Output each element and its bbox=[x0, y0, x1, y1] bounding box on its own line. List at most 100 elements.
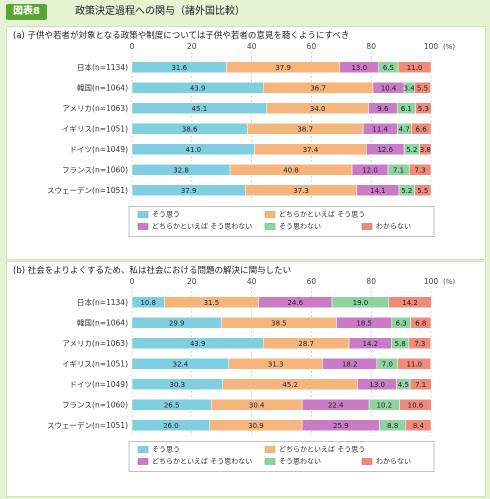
x-tick-label-a: 20 bbox=[187, 42, 197, 51]
x-axis-unit-b: (%) bbox=[443, 278, 455, 286]
data-label-a: 3.8 bbox=[420, 146, 431, 154]
x-tick-label-b: 40 bbox=[247, 277, 257, 286]
data-label-b: 22.4 bbox=[328, 401, 344, 409]
data-label-b: 30.4 bbox=[249, 401, 265, 409]
data-label-b: 7.3 bbox=[414, 340, 425, 348]
data-label-b: 6.8 bbox=[415, 319, 426, 327]
bar-segment-a bbox=[414, 82, 431, 94]
data-label-a: 7.1 bbox=[393, 166, 404, 174]
data-label-a: 38.6 bbox=[182, 125, 198, 133]
x-tick-label-b: 20 bbox=[187, 277, 197, 286]
data-label-a: 11.0 bbox=[407, 64, 423, 72]
data-label-a: 12.0 bbox=[362, 166, 378, 174]
data-label-b: 25.9 bbox=[333, 422, 349, 430]
x-tick-label-a: 0 bbox=[130, 42, 135, 51]
data-label-a: 5.5 bbox=[417, 84, 428, 92]
category-label-a: 韓国(n=1064) bbox=[77, 83, 128, 93]
category-label-b: フランス(n=1060) bbox=[62, 401, 128, 410]
data-label-b: 13.0 bbox=[369, 381, 385, 389]
data-label-b: 8.4 bbox=[413, 422, 425, 430]
data-label-a: 7.3 bbox=[415, 166, 426, 174]
legend-label-b: そう思う bbox=[152, 446, 180, 454]
legend-swatch-b bbox=[264, 458, 276, 465]
category-label-b: スウェーデン(n=1051) bbox=[47, 420, 128, 430]
data-label-a: 37.9 bbox=[275, 64, 291, 72]
data-label-b: 30.3 bbox=[170, 381, 186, 389]
legend-swatch-a bbox=[264, 223, 276, 230]
data-label-a: 5.2 bbox=[401, 187, 412, 195]
data-label-b: 18.2 bbox=[342, 360, 358, 368]
category-label-b: 韓国(n=1064) bbox=[77, 318, 128, 328]
data-label-b: 45.2 bbox=[282, 381, 298, 389]
data-label-b: 28.7 bbox=[298, 340, 314, 348]
data-label-a: 37.9 bbox=[181, 187, 197, 195]
legend-swatch-a bbox=[264, 211, 276, 218]
category-label-a: フランス(n=1060) bbox=[62, 166, 128, 175]
data-label-a: 37.4 bbox=[303, 146, 319, 154]
data-label-b: 31.5 bbox=[204, 299, 220, 307]
data-label-a: 43.9 bbox=[190, 84, 206, 92]
bar-segment-b bbox=[408, 337, 431, 349]
x-tick-label-a: 80 bbox=[366, 42, 376, 51]
chart-title-b: (b) 社会をよりよくするため、私は社会における問題の解決に関与したい bbox=[13, 266, 292, 276]
data-label-a: 3.4 bbox=[404, 84, 416, 92]
data-label-a: 13.0 bbox=[351, 64, 367, 72]
data-label-b: 30.9 bbox=[248, 422, 264, 430]
data-label-a: 6.5 bbox=[383, 64, 394, 72]
x-tick-label-a: 60 bbox=[307, 42, 317, 51]
legend-swatch-a bbox=[137, 211, 149, 218]
chart-title-a: (a) 子供や若者が対象となる政策や制度については子供や若者の意見を聴くようにす… bbox=[13, 31, 350, 41]
category-label-a: 日本(n=1134) bbox=[77, 62, 128, 72]
legend-swatch-a bbox=[361, 223, 373, 230]
legend-label-a: そう思う bbox=[152, 211, 180, 219]
data-label-a: 10.4 bbox=[381, 84, 397, 92]
data-label-b: 32.4 bbox=[173, 360, 189, 368]
data-label-a: 36.7 bbox=[310, 84, 326, 92]
legend-label-a: どちらかといえば そう思う bbox=[279, 210, 365, 219]
x-tick-label-a: 40 bbox=[247, 42, 257, 51]
data-label-a: 6.6 bbox=[416, 125, 428, 133]
category-label-b: イギリス(n=1051) bbox=[62, 360, 128, 369]
x-tick-label-b: 80 bbox=[366, 277, 376, 286]
data-label-a: 5.3 bbox=[418, 105, 429, 113]
category-label-a: スウェーデン(n=1051) bbox=[47, 185, 128, 195]
data-label-b: 26.5 bbox=[164, 401, 180, 409]
data-label-b: 29.9 bbox=[169, 319, 185, 327]
stacked-bar-chart-a: 0 20 40 60 80 100 (%) 日本(n=1134) 31.6 37.9 13.0 6.5… bbox=[47, 42, 455, 237]
data-label-b: 4.5 bbox=[398, 381, 409, 389]
legend-box-a bbox=[128, 206, 435, 237]
data-label-a: 4.7 bbox=[399, 125, 410, 133]
legend-swatch-b bbox=[137, 458, 149, 465]
bar-segment-a bbox=[419, 143, 432, 155]
chart-panel-a: (a) 子供や若者が対象となる政策や制度については子供や若者の意見を聴くようにす… bbox=[6, 26, 486, 260]
legend-label-a: どちらかといえば そう思わない bbox=[152, 222, 252, 231]
data-label-a: 14.1 bbox=[370, 187, 386, 195]
data-label-b: 14.2 bbox=[363, 340, 379, 348]
bar-segment-a bbox=[411, 123, 432, 135]
data-label-b: 7.0 bbox=[382, 360, 393, 368]
figure-title: 政策決定過程への関与（諸外国比較） bbox=[75, 6, 245, 17]
category-label-a: イギリス(n=1051) bbox=[62, 125, 128, 134]
data-label-a: 12.6 bbox=[377, 146, 393, 154]
category-label-b: アメリカ(n=1063) bbox=[62, 339, 128, 348]
data-label-b: 8.8 bbox=[387, 422, 398, 430]
x-tick-label-a: 100 bbox=[424, 42, 439, 51]
data-label-a: 34.0 bbox=[310, 105, 326, 113]
category-label-b: 日本(n=1134) bbox=[77, 297, 128, 307]
data-label-a: 5.5 bbox=[417, 187, 428, 195]
legend-label-b: どちらかといえば そう思わない bbox=[152, 457, 252, 466]
data-label-a: 37.3 bbox=[293, 187, 309, 195]
data-label-b: 18.5 bbox=[356, 319, 372, 327]
bar-segment-a bbox=[414, 184, 432, 196]
figure-label: 図表8 bbox=[6, 4, 47, 20]
legend-swatch-b bbox=[137, 446, 149, 453]
legend-label-b: そう思わない bbox=[279, 458, 321, 466]
data-label-b: 5.8 bbox=[395, 340, 406, 348]
bar-segment-b bbox=[399, 399, 432, 411]
data-label-b: 26.0 bbox=[163, 422, 179, 430]
category-label-b: ドイツ(n=1049) bbox=[70, 380, 129, 389]
x-tick-label-b: 60 bbox=[307, 277, 317, 286]
legend-label-a: そう思わない bbox=[279, 223, 321, 231]
bar-segment-a bbox=[397, 61, 432, 73]
legend-label-a: わからない bbox=[376, 223, 411, 231]
